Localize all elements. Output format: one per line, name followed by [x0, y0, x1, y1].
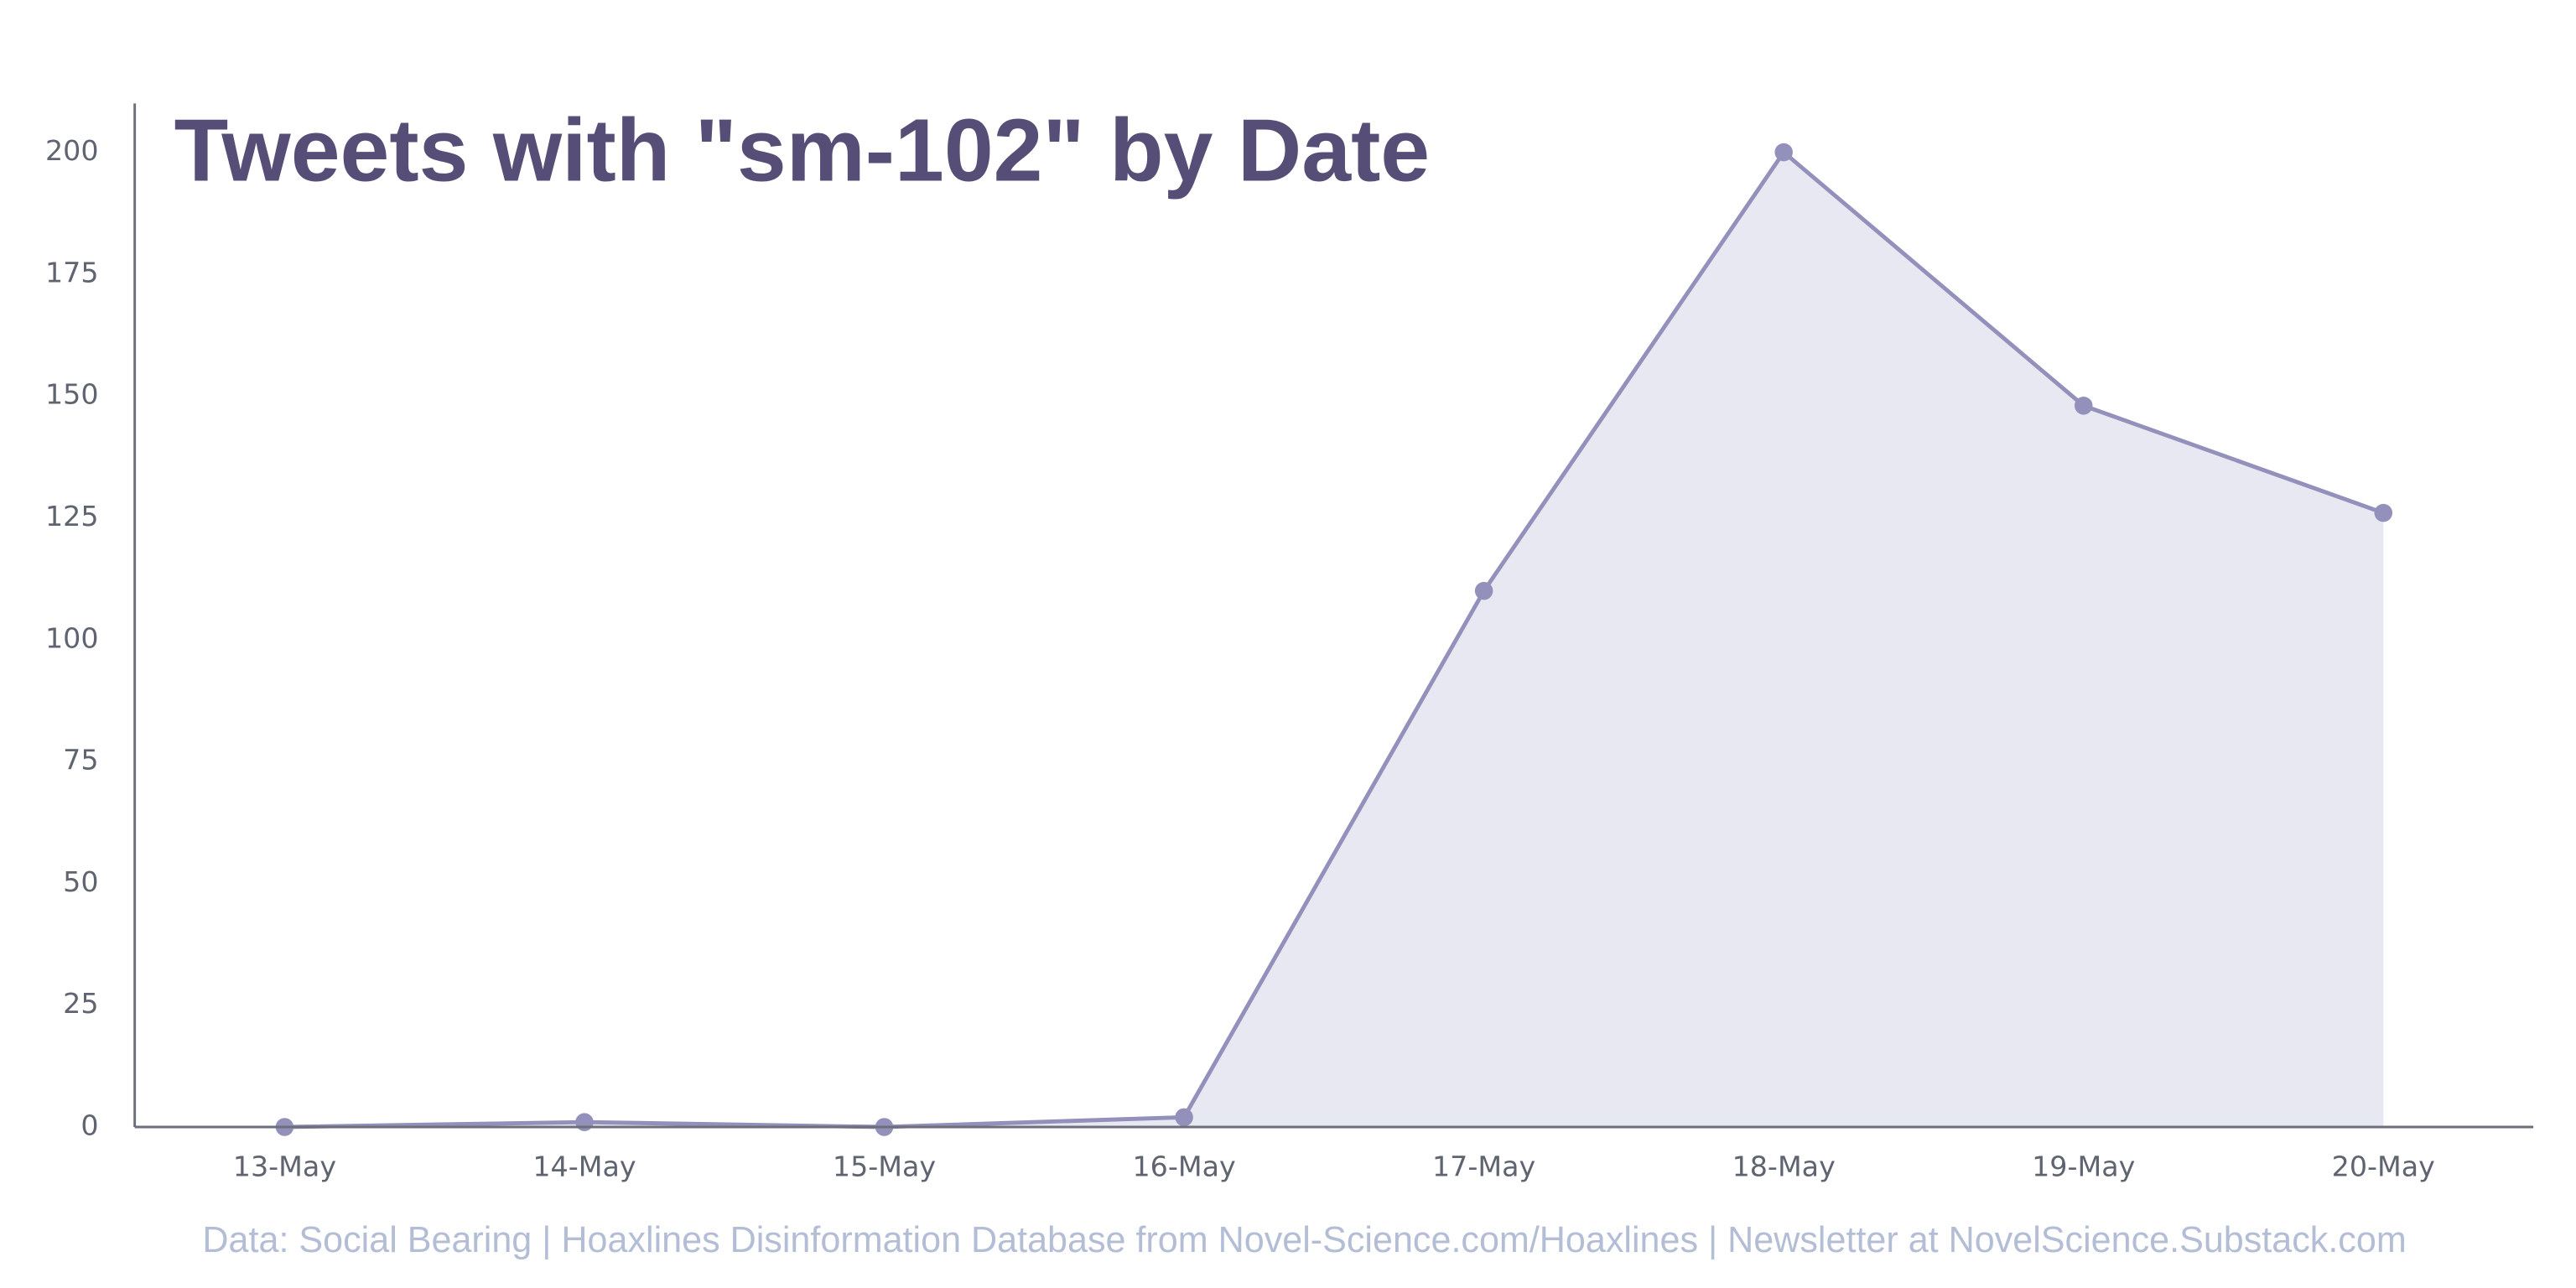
- x-tick-label: 16-May: [1132, 1150, 1235, 1182]
- point: [1474, 581, 1493, 600]
- y-tick-label: 25: [63, 987, 98, 1020]
- point: [1774, 143, 1793, 162]
- y-tick-label: 50: [63, 865, 98, 898]
- y-tick-label: 175: [45, 256, 99, 288]
- x-tick-label: 20-May: [2332, 1150, 2435, 1182]
- point: [2374, 503, 2393, 522]
- x-tick-label: 19-May: [2032, 1150, 2135, 1182]
- point: [1175, 1108, 1193, 1127]
- y-tick-label: 75: [63, 744, 98, 776]
- x-tick-label: 18-May: [1732, 1150, 1836, 1182]
- point: [2074, 397, 2093, 415]
- line: [284, 148, 2385, 1130]
- y-tick-label: 0: [80, 1109, 98, 1142]
- y-tick-label: 100: [45, 621, 99, 654]
- y-tick-label: 150: [45, 378, 99, 411]
- y-tick-label: 125: [45, 500, 99, 532]
- x-tick-label: 13-May: [233, 1150, 336, 1182]
- x-tick-label: 17-May: [1432, 1150, 1535, 1182]
- chart-title: Tweets with "sm-102" by Date: [174, 101, 1430, 200]
- area: [284, 152, 2384, 1127]
- point: [575, 1113, 594, 1131]
- source-note: Data: Social Bearing | Hoaxlines Disinfo…: [202, 1220, 2406, 1260]
- y-tick-label: 200: [45, 134, 99, 167]
- x-tick-label: 14-May: [532, 1150, 636, 1182]
- x-tick-label: 15-May: [833, 1150, 936, 1182]
